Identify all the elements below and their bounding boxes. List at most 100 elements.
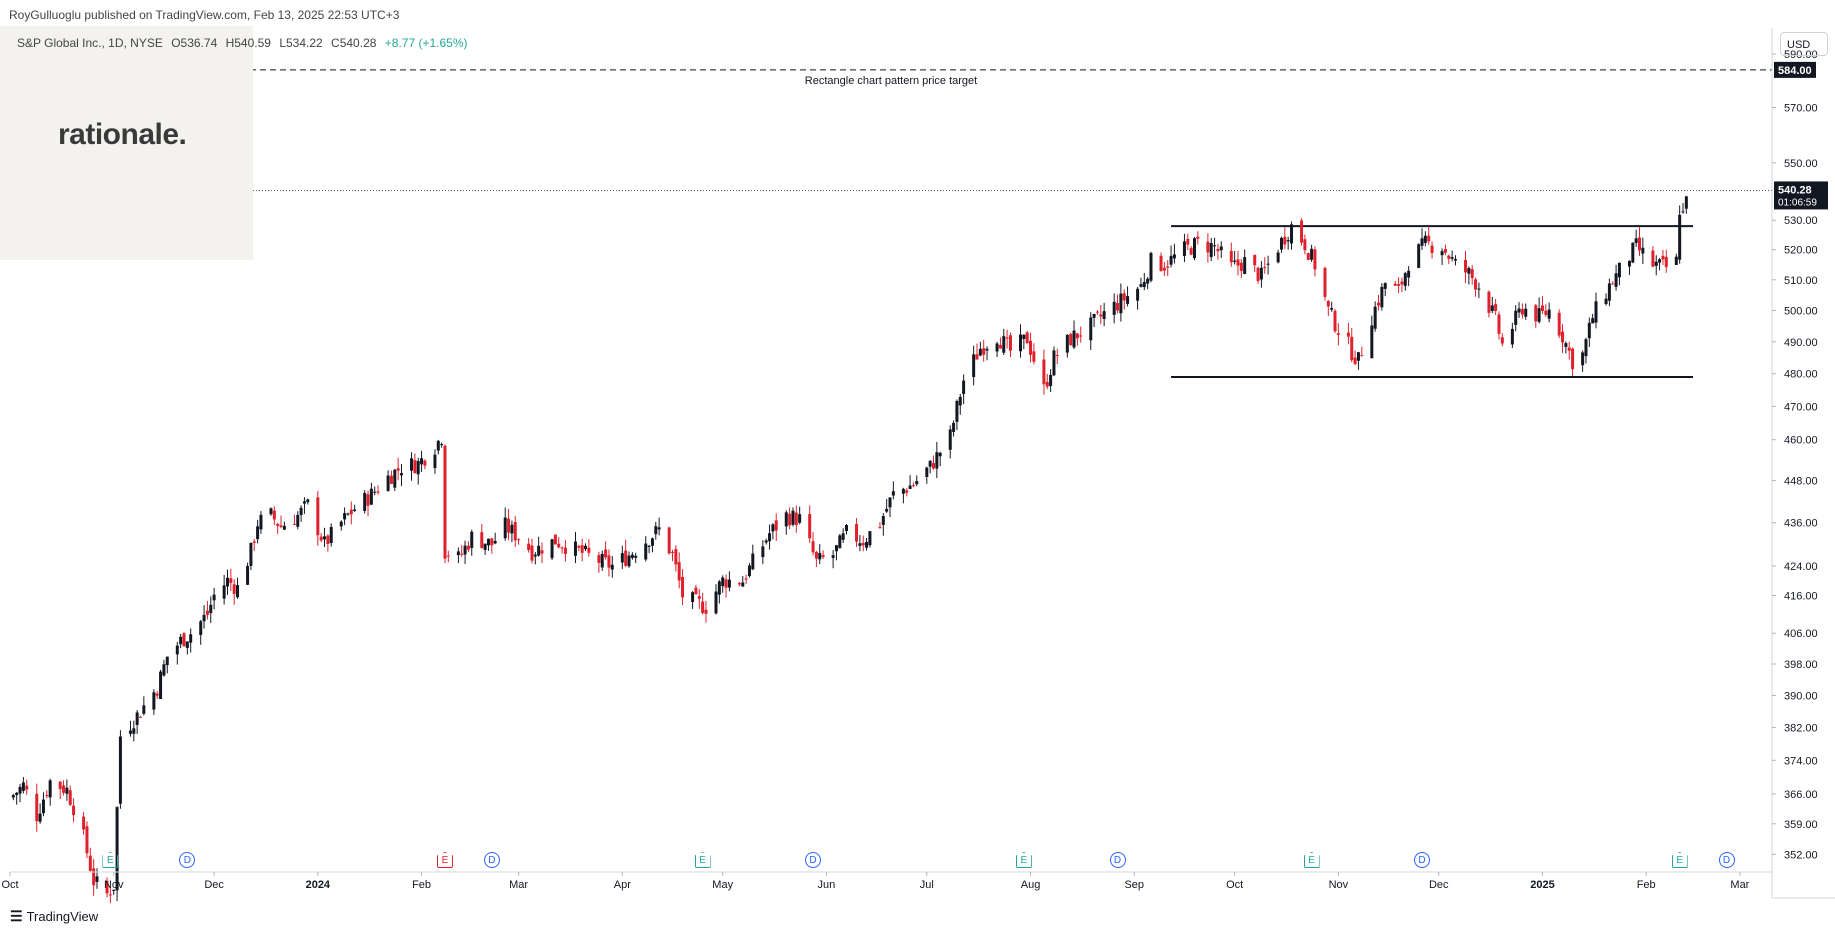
candle-body <box>858 543 862 546</box>
candle <box>1427 226 1431 245</box>
x-tick-label: Oct <box>1226 879 1243 891</box>
earnings-icon[interactable]: E <box>1015 852 1032 868</box>
candle-body <box>868 531 872 546</box>
candle <box>503 507 507 541</box>
candle-body <box>1229 250 1233 263</box>
tradingview-footer[interactable]: ☰ TradingView <box>10 908 98 925</box>
candle <box>1266 255 1270 275</box>
candle-body <box>701 601 705 613</box>
candle <box>821 550 825 559</box>
candle <box>212 587 216 610</box>
candle <box>1641 237 1645 265</box>
candle <box>955 399 959 431</box>
candle-body <box>490 538 494 546</box>
candle <box>132 720 136 742</box>
candle-body <box>1470 269 1474 278</box>
y-tick-label: 530.00 <box>1784 215 1818 227</box>
candle <box>1453 255 1457 266</box>
candle <box>41 792 45 817</box>
candle-body <box>1233 260 1237 262</box>
candle <box>958 394 962 415</box>
currency-selector[interactable]: USD <box>1780 32 1828 56</box>
candle-body <box>1627 260 1631 267</box>
candle <box>1032 343 1036 365</box>
candle <box>1008 332 1012 358</box>
candle-body <box>1075 333 1079 339</box>
candle <box>1407 266 1411 287</box>
candle <box>480 524 484 549</box>
earnings-icon[interactable]: E <box>694 852 711 868</box>
candle <box>784 510 788 535</box>
candle <box>1584 337 1588 364</box>
candle-body <box>1651 250 1655 267</box>
candle-body <box>1069 333 1073 346</box>
candle-body <box>1403 273 1407 286</box>
last-price-text: 540.28 <box>1778 184 1812 196</box>
candle-body <box>915 481 919 485</box>
candle-body <box>463 545 467 555</box>
y-tick-label: 416.00 <box>1784 590 1818 602</box>
candle-body <box>1607 283 1611 301</box>
candle-body <box>189 634 193 643</box>
candle <box>1290 221 1294 250</box>
candle <box>584 543 588 552</box>
dividend-icon[interactable]: D <box>805 852 822 868</box>
dividend-icon[interactable]: D <box>1109 852 1126 868</box>
candle <box>1172 243 1176 264</box>
y-tick-label: 500.00 <box>1784 305 1818 317</box>
dividend-icon[interactable]: D <box>1718 852 1735 868</box>
candle <box>972 345 976 386</box>
watermark-panel: rationale. <box>0 26 253 260</box>
candle <box>1510 322 1514 349</box>
candle <box>1467 266 1471 285</box>
earnings-icon[interactable]: E <box>102 852 119 868</box>
candle-body <box>269 508 273 515</box>
candle-body <box>885 508 889 512</box>
candle <box>1564 341 1568 354</box>
candle-body <box>901 488 905 494</box>
candle <box>316 490 320 546</box>
candle-body <box>1638 237 1642 251</box>
candle-body <box>1353 357 1357 365</box>
candle <box>68 785 72 806</box>
candle-body <box>938 452 942 457</box>
candle <box>1333 309 1337 334</box>
candle-body <box>838 535 842 549</box>
candle-body <box>95 876 99 882</box>
candle-body <box>1534 305 1538 322</box>
candle-body <box>1303 239 1307 251</box>
candle <box>905 488 909 497</box>
candle-body <box>737 583 741 585</box>
candle-body <box>891 491 895 496</box>
candle-body <box>747 565 751 577</box>
candle-body <box>714 591 718 614</box>
candle-body <box>35 793 39 822</box>
earnings-icon[interactable]: E <box>1671 852 1688 868</box>
dividend-icon[interactable]: D <box>1414 852 1430 868</box>
candle-body <box>460 553 464 555</box>
candle-body <box>1259 267 1263 280</box>
candle-body <box>1604 298 1608 305</box>
earnings-icon[interactable]: E <box>436 852 453 868</box>
candle-body <box>142 705 146 714</box>
candle <box>1591 314 1595 324</box>
candle <box>1403 271 1407 291</box>
candle-body <box>1447 255 1451 259</box>
candle-body <box>604 549 608 558</box>
candle-body <box>88 855 92 871</box>
candle <box>865 537 869 551</box>
candle <box>644 536 648 562</box>
candle <box>1192 237 1196 261</box>
candle <box>553 534 557 545</box>
y-tick-label: 570.00 <box>1784 102 1818 114</box>
symbol-name[interactable]: S&P Global Inc., 1D, NYSE <box>17 36 163 50</box>
earnings-icon[interactable]: E <box>1303 852 1320 868</box>
dividend-icon[interactable]: D <box>483 852 500 868</box>
candle-body <box>995 343 999 352</box>
publisher-text[interactable]: RoyGulluoglu published on TradingView.co… <box>9 8 251 22</box>
candle <box>222 574 226 605</box>
dividend-icon[interactable]: D <box>179 852 196 868</box>
candle <box>1617 262 1621 286</box>
candle-body <box>1162 267 1166 271</box>
